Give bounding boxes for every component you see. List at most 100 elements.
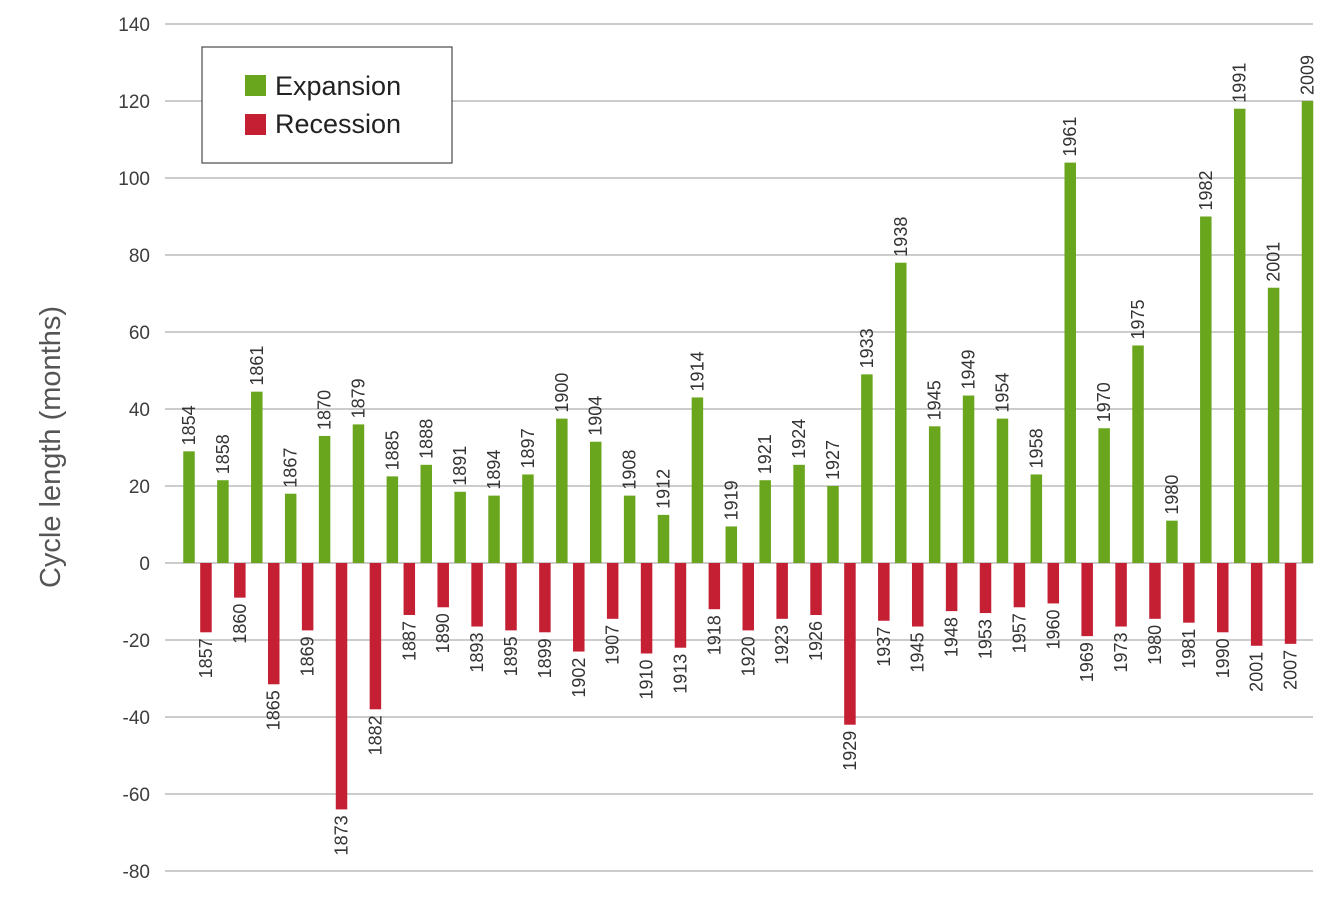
recession-bar-label: 1973 <box>1111 633 1131 673</box>
recession-bar-1969 <box>1081 563 1093 637</box>
y-tick-label: 100 <box>118 169 150 190</box>
recession-bar-1973 <box>1115 563 1127 627</box>
recession-bar-1865 <box>267 563 280 685</box>
expansion-bar-label: 1891 <box>450 446 470 486</box>
expansion-bar-label: 1897 <box>518 428 538 468</box>
y-tick-label: 20 <box>129 477 150 498</box>
recession-bar-1857 <box>200 563 212 633</box>
recession-bar-label: 1953 <box>976 619 996 659</box>
recession-bar-1882 <box>369 563 382 710</box>
expansion-bar-1904 <box>589 441 602 563</box>
expansion-bar-1897 <box>522 474 534 563</box>
expansion-bar-1975 <box>1132 345 1144 563</box>
recession-bar-1960 <box>1047 563 1060 604</box>
expansion-bar-label: 1991 <box>1230 63 1250 103</box>
expansion-bar-1945 <box>928 426 941 563</box>
recession-bar-1887 <box>403 563 416 615</box>
expansion-bar-label: 1961 <box>1060 117 1080 157</box>
y-tick-label: 40 <box>129 400 150 421</box>
expansion-bar-label: 1861 <box>247 346 267 386</box>
bars <box>183 101 1314 810</box>
expansion-bar-label: 1919 <box>721 480 741 520</box>
expansion-bar-1908 <box>623 495 636 563</box>
recession-bar-label: 1882 <box>365 715 385 755</box>
recession-bar-1948 <box>945 563 958 612</box>
recession-bar-1923 <box>776 563 788 619</box>
recession-bar-label: 1980 <box>1145 625 1165 665</box>
expansion-bar-1982 <box>1200 216 1212 563</box>
recession-bar-label: 1926 <box>806 621 826 661</box>
expansion-bar-label: 1970 <box>1094 382 1114 422</box>
recession-bar-1945 <box>911 563 924 627</box>
expansion-bar-1914 <box>691 397 704 563</box>
recession-bar-1980 <box>1149 563 1161 619</box>
recession-bar-label: 2001 <box>1247 652 1267 692</box>
legend-swatch-recession <box>245 114 266 135</box>
expansion-bar-1858 <box>217 480 229 563</box>
recession-bar-2001 <box>1250 563 1263 646</box>
expansion-bar-1900 <box>556 418 568 563</box>
expansion-bar-1933 <box>861 374 873 563</box>
expansion-bar-label: 1914 <box>687 351 707 391</box>
expansion-bar-label: 1858 <box>213 434 233 474</box>
expansion-bar-1879 <box>352 424 365 563</box>
recession-bar-label: 1899 <box>535 638 555 678</box>
recession-bar-label: 1990 <box>1213 638 1233 678</box>
expansion-bar-label: 1982 <box>1196 170 1216 210</box>
recession-bar-label: 1923 <box>772 625 792 665</box>
recession-bar-label: 1895 <box>501 636 521 676</box>
y-tick-label: 60 <box>129 323 150 344</box>
recession-bar-1902 <box>573 563 585 652</box>
y-tick-label: 80 <box>129 246 150 267</box>
recession-bar-label: 1969 <box>1077 642 1097 682</box>
recession-bar-1957 <box>1013 563 1026 608</box>
recession-bar-1937 <box>878 563 890 621</box>
expansion-bar-label: 1921 <box>755 434 775 474</box>
expansion-bar-label: 1954 <box>992 373 1012 413</box>
recession-bar-1907 <box>606 563 619 619</box>
recession-bar-label: 1937 <box>874 627 894 667</box>
expansion-bar-1854 <box>183 451 195 563</box>
expansion-bar-1894 <box>488 495 500 563</box>
expansion-bar-1867 <box>284 493 297 563</box>
expansion-bar-label: 1870 <box>315 390 335 430</box>
expansion-bar-label: 1900 <box>552 373 572 413</box>
y-tick-label: -20 <box>123 631 150 652</box>
expansion-bar-1885 <box>386 476 399 563</box>
recession-bar-1890 <box>437 563 449 608</box>
y-tick-label: -40 <box>123 708 150 729</box>
recession-bar-1929 <box>844 563 856 725</box>
recession-bar-1913 <box>674 563 687 648</box>
y-tick-label: 120 <box>118 92 150 113</box>
expansion-bar-1958 <box>1030 474 1043 563</box>
recession-bar-label: 1869 <box>298 636 318 676</box>
recession-bar-label: 1948 <box>942 617 962 657</box>
recession-bar-label: 1893 <box>467 633 487 673</box>
expansion-bar-label: 2009 <box>1298 55 1318 95</box>
recession-bar-1926 <box>810 563 822 615</box>
expansion-bar-1991 <box>1233 108 1246 563</box>
recession-bar-label: 1929 <box>840 731 860 771</box>
expansion-bar-1870 <box>318 435 331 563</box>
recession-bar-2007 <box>1284 563 1297 644</box>
recession-bar-1873 <box>335 563 348 810</box>
expansion-bar-1912 <box>657 514 670 563</box>
expansion-bar-1919 <box>725 526 738 563</box>
expansion-bar-1888 <box>420 464 433 563</box>
legend-swatch-expansion <box>245 75 266 96</box>
recession-bar-1910 <box>640 563 653 654</box>
expansion-bar-2009 <box>1301 101 1314 563</box>
y-tick-label: 140 <box>118 15 150 36</box>
expansion-bar-label: 1938 <box>891 217 911 257</box>
expansion-bar-1980 <box>1166 520 1178 563</box>
recession-bar-1869 <box>301 563 314 631</box>
recession-bar-label: 1865 <box>264 690 284 730</box>
expansion-bar-1861 <box>251 391 263 563</box>
recession-bar-1918 <box>708 563 721 610</box>
expansion-bar-label: 1975 <box>1128 299 1148 339</box>
expansion-bar-label: 1888 <box>416 419 436 459</box>
recession-bar-1860 <box>234 563 246 598</box>
recession-bar-1990 <box>1217 563 1229 633</box>
